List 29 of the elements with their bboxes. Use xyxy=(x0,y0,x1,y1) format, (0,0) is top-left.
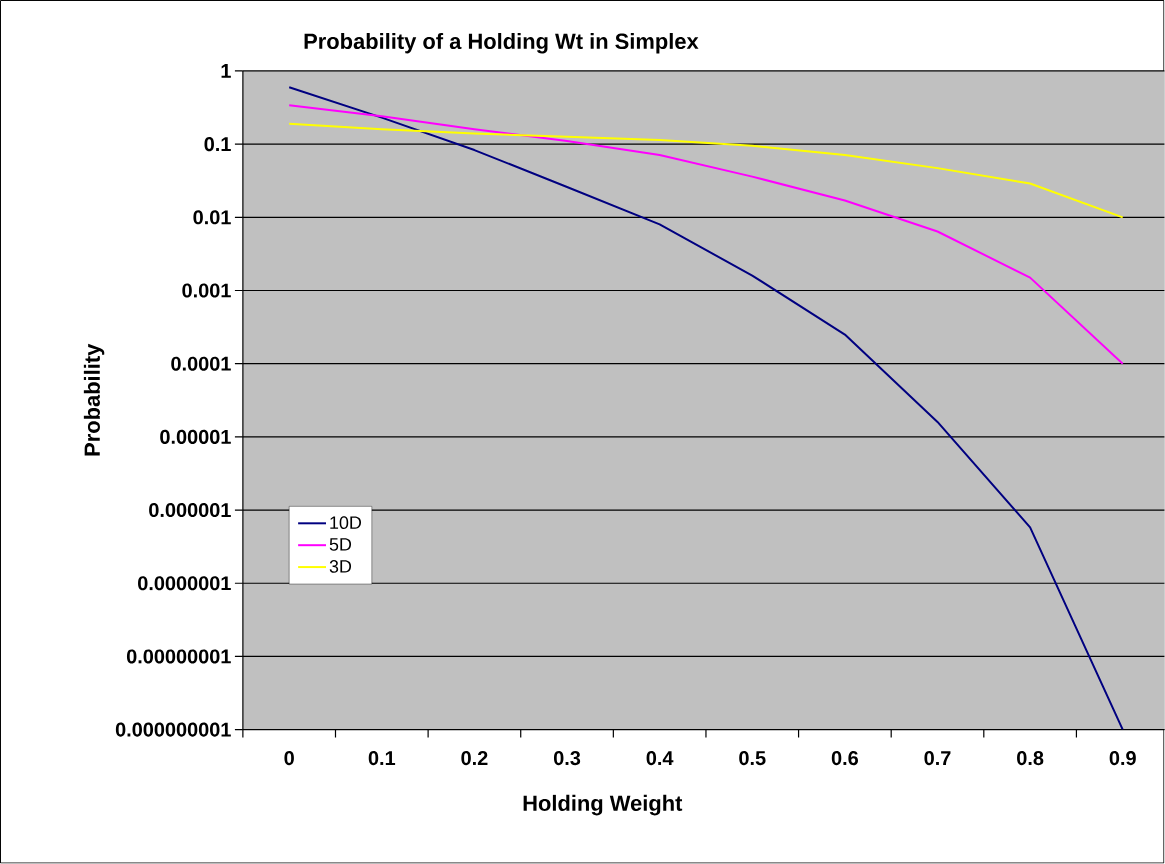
x-tick-label: 0.8 xyxy=(1017,751,1044,766)
y-tick-label: 0.000000001 xyxy=(115,722,231,737)
chart-title: Probability of a Holding Wt in Simplex xyxy=(304,33,699,54)
y-tick-label: 0.0001 xyxy=(171,356,231,371)
y-tick-label: 0.001 xyxy=(182,283,231,298)
y-tick-label: 0.000001 xyxy=(149,503,231,518)
line-series xyxy=(288,122,1124,219)
x-tick-label: 0.4 xyxy=(646,751,674,766)
x-tick-label: 0.5 xyxy=(739,751,766,766)
line-series xyxy=(288,104,1124,365)
legend-label: 10D xyxy=(330,516,362,530)
line-series xyxy=(288,86,1124,730)
y-tick-label: 0.0000001 xyxy=(138,576,231,591)
y-axis-title: Probability xyxy=(83,344,105,456)
y-tick-label: 0.00001 xyxy=(160,430,231,445)
y-tick-label: 1 xyxy=(221,64,231,79)
legend-label: 3D xyxy=(329,560,352,573)
y-tick-label: 0.01 xyxy=(193,210,231,225)
y-tick-label: 0.00000001 xyxy=(126,649,231,664)
y-tick-label: 0.1 xyxy=(204,137,231,152)
x-tick-label: 0.2 xyxy=(461,751,488,766)
x-axis-title: Holding Weight xyxy=(523,795,683,816)
x-tick-label: 0 xyxy=(284,751,294,766)
x-tick-label: 0.6 xyxy=(831,751,858,766)
legend-label: 5D xyxy=(329,538,352,552)
x-tick-label: 0.1 xyxy=(368,751,396,766)
x-tick-label: 0.7 xyxy=(924,751,951,766)
x-tick-label: 0.3 xyxy=(553,751,581,766)
x-tick-label: 0.9 xyxy=(1109,751,1136,766)
